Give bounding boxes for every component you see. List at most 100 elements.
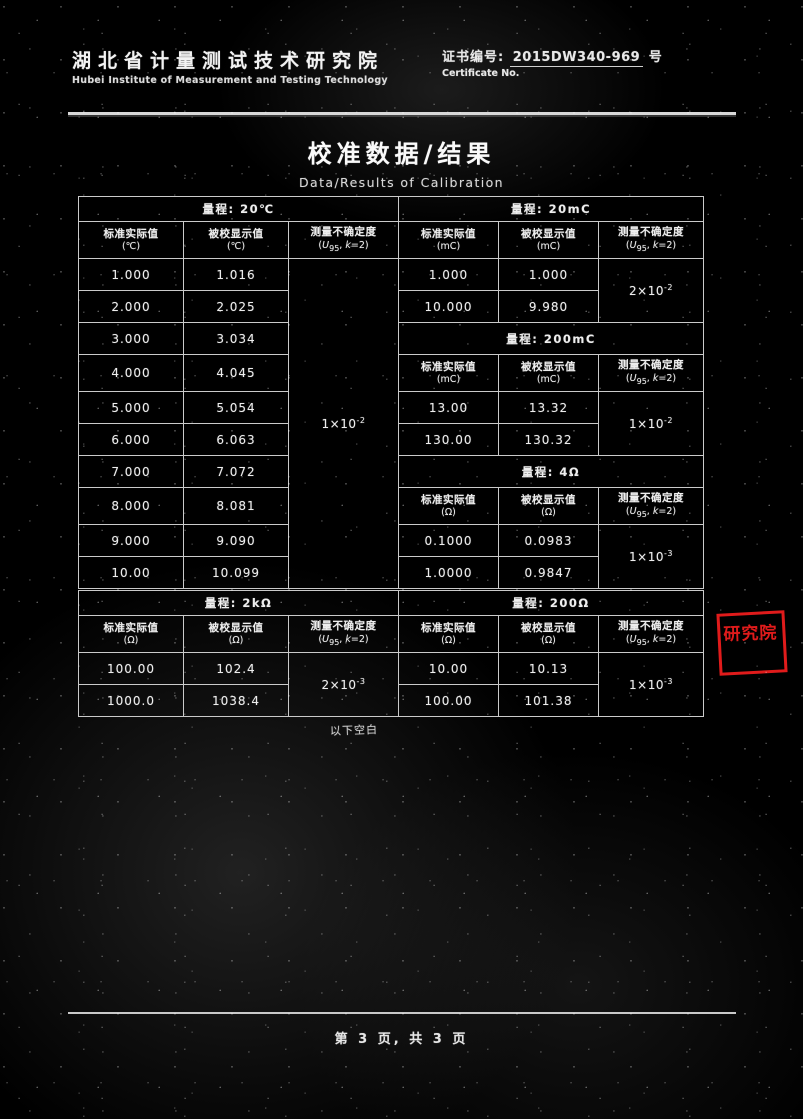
cell-uncertainty-20c: 1×10-2 <box>288 258 399 589</box>
certificate-number-block: 证书编号: 2015DW340-969 号 Certificate No. <box>442 46 742 79</box>
table-row: 1000.0 1038.4 100.00 101.38 <box>78 684 704 717</box>
col-indicated-left: 被校显示值 (℃) <box>183 221 289 259</box>
cell-indicated: 2.025 <box>183 290 289 323</box>
table-row: 100.00 102.4 2×10-3 10.00 10.13 1×10-3 <box>78 652 704 717</box>
table-row: 9.000 9.090 0.1000 0.0983 1×10-3 <box>78 524 704 589</box>
cell-standard: 1.000 <box>398 258 499 291</box>
cell-standard: 3.000 <box>78 322 184 355</box>
col-uncertainty-left: 测量不确定度 (U95, k=2) <box>288 221 399 259</box>
cell-indicated: 130.32 <box>498 423 599 456</box>
cell-indicated: 101.38 <box>498 684 599 717</box>
col-standard-200mc: 标准实际值 (mC) <box>398 354 499 392</box>
col-standard-2kohm: 标准实际值 (Ω) <box>78 615 184 653</box>
range-label-20mc: 量程: 20mC <box>398 196 704 222</box>
cell-indicated: 0.9847 <box>498 556 599 589</box>
page-title-cn: 校准数据/结果 <box>307 140 496 168</box>
table-row: 1.000 1.016 1×10-2 1.000 1.000 2×10-2 <box>78 258 704 589</box>
cell-uncertainty-20mc: 2×10-2 <box>598 258 704 323</box>
col-indicated-right: 被校显示值 (mC) <box>498 221 599 259</box>
cell-uncertainty-200mc: 1×10-2 <box>598 391 704 456</box>
stamp-text: 研究院 <box>723 623 778 646</box>
cell-standard: 0.1000 <box>398 524 499 557</box>
col-indicated-4ohm: 被校显示值 (Ω) <box>498 487 599 525</box>
organization-name-cn: 湖北省计量测试技术研究院 <box>72 50 385 72</box>
col-uncertainty-200mc: 测量不确定度 (U95, k=2) <box>598 354 704 392</box>
col-standard-4ohm: 标准实际值 (Ω) <box>398 487 499 525</box>
col-standard-right: 标准实际值 (mC) <box>398 221 499 259</box>
range-label-200ohm: 量程: 200Ω <box>398 590 704 616</box>
table-header-row: 标准实际值 (Ω) 被校显示值 (Ω) 测量不确定度 (U95, k=2) 标准… <box>78 615 704 653</box>
cell-indicated: 6.063 <box>183 423 289 456</box>
col-uncertainty-4ohm: 测量不确定度 (U95, k=2) <box>598 487 704 525</box>
col-uncertainty-200ohm: 测量不确定度 (U95, k=2) <box>598 615 704 653</box>
cell-standard: 6.000 <box>78 423 184 456</box>
page-number-footer: 第 3 页, 共 3 页 <box>334 1032 469 1047</box>
cell-indicated: 1.000 <box>498 258 599 291</box>
table-row: 6.000 6.063 130.00 130.32 <box>78 423 704 456</box>
footer-divider <box>68 1012 736 1014</box>
cell-standard: 1.0000 <box>398 556 499 589</box>
col-indicated-200ohm: 被校显示值 (Ω) <box>498 615 599 653</box>
cell-standard: 10.00 <box>398 652 499 685</box>
cell-standard: 7.000 <box>78 455 184 488</box>
cell-standard: 8.000 <box>78 487 184 525</box>
blank-area-annotation: 以下空白 <box>329 723 379 738</box>
cell-indicated: 102.4 <box>183 652 289 685</box>
page-title-en: Data/Results of Calibration <box>299 175 504 190</box>
cell-indicated: 7.072 <box>183 455 289 488</box>
table-header-row: 标准实际值 (℃) 被校显示值 (℃) 测量不确定度 (U95, k=2) 标准… <box>78 221 704 259</box>
page-title: 校准数据/结果 Data/Results of Calibration <box>0 134 803 190</box>
cell-indicated: 10.13 <box>498 652 599 685</box>
table-row: 2.000 2.025 10.000 9.980 <box>78 290 704 323</box>
cell-standard: 4.000 <box>78 354 184 392</box>
certificate-number-row: 证书编号: 2015DW340-969 号 <box>442 46 742 67</box>
table-row: 量程: 2kΩ 量程: 200Ω <box>78 590 704 616</box>
cell-standard: 130.00 <box>398 423 499 456</box>
range-label-20c: 量程: 20℃ <box>78 196 399 222</box>
calibration-table-upper: 量程: 20℃ 量程: 20mC 标准实际值 (℃) 被校显示值 (℃) 测量不… <box>78 196 704 589</box>
cell-indicated: 8.081 <box>183 487 289 525</box>
certificate-number-value: 2015DW340-969 <box>509 50 644 67</box>
range-label-2kohm: 量程: 2kΩ <box>78 590 399 616</box>
cell-standard: 13.00 <box>398 391 499 424</box>
range-label-200mc: 量程: 200mC <box>398 322 704 355</box>
cell-indicated: 1.016 <box>183 258 289 291</box>
cell-standard: 100.00 <box>78 652 184 685</box>
cell-standard: 2.000 <box>78 290 184 323</box>
range-label-4ohm: 量程: 4Ω <box>398 455 704 488</box>
cell-indicated: 9.090 <box>183 524 289 557</box>
certificate-label-en: Certificate No. <box>442 68 520 79</box>
cell-standard: 10.000 <box>398 290 499 323</box>
calibration-table-lower: 量程: 2kΩ 量程: 200Ω 标准实际值 (Ω) 被校显示值 (Ω) 测量不… <box>78 590 704 717</box>
col-uncertainty-right: 测量不确定度 (U95, k=2) <box>598 221 704 259</box>
cell-indicated: 5.054 <box>183 391 289 424</box>
cell-uncertainty-4ohm: 1×10-3 <box>598 524 704 589</box>
cell-standard: 1000.0 <box>78 684 184 717</box>
red-seal-stamp: 研究院 <box>716 610 788 676</box>
col-standard-left: 标准实际值 (℃) <box>78 221 184 259</box>
col-standard-200ohm: 标准实际值 (Ω) <box>398 615 499 653</box>
col-indicated-200mc: 被校显示值 (mC) <box>498 354 599 392</box>
certificate-label-cn: 证书编号: <box>442 50 505 65</box>
cell-standard: 5.000 <box>78 391 184 424</box>
table-row: 量程: 20℃ 量程: 20mC <box>78 196 704 222</box>
cell-standard: 9.000 <box>78 524 184 557</box>
cell-indicated: 1038.4 <box>183 684 289 717</box>
cell-indicated: 3.034 <box>183 322 289 355</box>
table-row: 10.00 10.099 1.0000 0.9847 <box>78 556 704 589</box>
cell-uncertainty-200ohm: 1×10-3 <box>598 652 704 717</box>
cell-indicated: 4.045 <box>183 354 289 392</box>
organization-name-en: Hubei Institute of Measurement and Testi… <box>72 75 388 86</box>
col-uncertainty-2kohm: 测量不确定度 (U95, k=2) <box>288 615 399 653</box>
document-header: 湖北省计量测试技术研究院 Hubei Institute of Measurem… <box>72 46 732 86</box>
cell-indicated: 13.32 <box>498 391 599 424</box>
cell-standard: 10.00 <box>78 556 184 589</box>
cell-indicated: 0.0983 <box>498 524 599 557</box>
certificate-suffix: 号 <box>648 50 663 65</box>
table-row: 8.000 8.081 标准实际值 (Ω) 被校显示值 (Ω) 测量不确定度 (… <box>78 487 704 525</box>
col-indicated-2kohm: 被校显示值 (Ω) <box>183 615 289 653</box>
cell-standard: 1.000 <box>78 258 184 291</box>
cell-indicated: 9.980 <box>498 290 599 323</box>
cell-indicated: 10.099 <box>183 556 289 589</box>
